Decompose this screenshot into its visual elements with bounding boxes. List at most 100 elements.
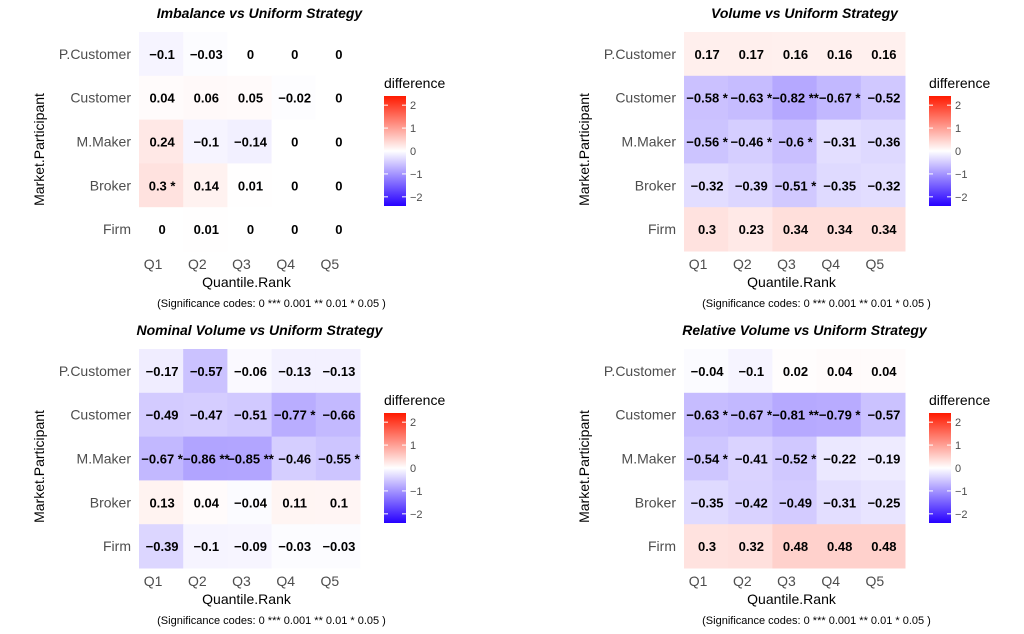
heatmap-cell [860, 207, 906, 252]
heatmap-cell [183, 392, 228, 438]
heatmap-cell [860, 75, 906, 121]
cell-label: 0 [335, 91, 342, 106]
cell-label: −0.42 [735, 495, 768, 510]
cell-label: −0.06 [234, 364, 267, 379]
x-tick-label: Q5 [866, 573, 885, 589]
y-tick-label: Customer [70, 407, 131, 423]
heatmap-cell [772, 480, 818, 525]
y-axis-label: Market.Participant [576, 410, 592, 523]
heatmap-cell [183, 480, 228, 525]
color-legend: difference 2 1 0 −1 −2 [929, 392, 990, 523]
heatmap-cell [315, 119, 361, 164]
legend-tick-label: 0 [410, 146, 416, 158]
cell-label: −0.67 * [141, 452, 184, 467]
heatmap-cell [315, 524, 361, 569]
heatmap-cell [227, 207, 273, 252]
heatmap-panel-2: Volume vs Uniform Strategy 0.17 0.17 0.16 0.… [576, 5, 990, 310]
heatmap-cell [816, 75, 862, 121]
heatmap-cell [684, 75, 729, 121]
legend-tick-label: −2 [410, 192, 423, 204]
cell-label: 0.06 [194, 91, 219, 106]
chart-title: Relative Volume vs Uniform Strategy [682, 322, 928, 338]
cell-label: 0.04 [827, 364, 853, 379]
legend-tick-label: −2 [955, 192, 968, 204]
cell-label: 0.16 [783, 47, 808, 62]
heatmap-cell [772, 163, 818, 208]
heatmap-cell [860, 436, 906, 481]
y-tick-label: Broker [90, 494, 132, 510]
y-tick-label: Customer [615, 407, 676, 423]
heatmap-cell [139, 75, 184, 121]
heatmap-panel-4: Relative Volume vs Uniform Strategy −0.04… [576, 322, 990, 627]
cell-label: −0.32 [691, 178, 724, 193]
heatmap-cell [227, 75, 273, 121]
cell-label: −0.85 ** [227, 452, 275, 467]
cell-label: −0.13 [322, 364, 355, 379]
chart-title: Volume vs Uniform Strategy [711, 5, 899, 21]
heatmap-cell [271, 163, 317, 208]
cell-label: −0.54 * [686, 452, 729, 467]
heatmap-cell [684, 349, 729, 394]
heatmap-cell [684, 436, 729, 481]
legend-tick-label: 0 [955, 463, 961, 475]
heatmap-cell [315, 32, 361, 77]
significance-caption: (Significance codes: 0 *** 0.001 ** 0.01… [157, 298, 386, 310]
cell-label: 0 [291, 178, 298, 193]
heatmap-cell [728, 524, 773, 569]
heatmap-cell [860, 32, 906, 77]
x-tick-label: Q3 [232, 573, 251, 589]
legend-tick-label: 2 [955, 417, 961, 429]
heatmap-cell [139, 207, 184, 252]
cell-label: 0.01 [238, 178, 263, 193]
heatmap-cell [684, 32, 729, 77]
heatmap-cell [315, 436, 361, 481]
cell-label: −0.52 * [775, 452, 818, 467]
heatmap-cell [860, 349, 906, 394]
x-tick-label: Q3 [232, 256, 251, 272]
heatmap-cell [684, 119, 729, 164]
legend-title: difference [384, 75, 445, 91]
heatmap-cell [315, 480, 361, 525]
y-tick-label: P.Customer [59, 363, 131, 379]
legend-title: difference [384, 392, 445, 408]
x-tick-label: Q2 [188, 573, 207, 589]
cell-label: 0.48 [871, 539, 896, 554]
heatmap-cell [139, 524, 184, 569]
heatmap-cell [816, 392, 862, 438]
significance-caption: (Significance codes: 0 *** 0.001 ** 0.01… [702, 298, 931, 310]
heatmap-cell [271, 349, 317, 394]
cell-label: −0.39 [735, 178, 768, 193]
heatmap-cell [772, 75, 818, 121]
cell-label: −0.04 [691, 364, 725, 379]
heatmap-cell [772, 119, 818, 164]
heatmap-cell [315, 392, 361, 438]
heatmap-cell [227, 119, 273, 164]
x-tick-label: Q4 [821, 573, 840, 589]
cell-label: 0.17 [739, 47, 764, 62]
cell-label: −0.1 [738, 364, 764, 379]
heatmap-cell [728, 207, 773, 252]
heatmap-cell [271, 119, 317, 164]
cell-label: −0.13 [278, 364, 311, 379]
heatmap-cell [684, 524, 729, 569]
cell-label: −0.31 [823, 135, 856, 150]
cell-label: 0.3 [698, 539, 716, 554]
cell-label: −0.55 * [318, 452, 361, 467]
x-tick-label: Q1 [689, 256, 708, 272]
heatmap-cell [728, 119, 773, 164]
heatmap-cell [728, 480, 773, 525]
heatmap-cell [227, 349, 273, 394]
heatmap-cell [271, 524, 317, 569]
y-tick-label: Firm [648, 538, 676, 554]
cell-label: −0.32 [867, 178, 900, 193]
legend-title: difference [929, 392, 990, 408]
cell-label: −0.02 [278, 91, 311, 106]
legend-colorbar [384, 413, 406, 523]
cell-label: −0.82 ** [772, 91, 820, 106]
chart-title: Nominal Volume vs Uniform Strategy [136, 322, 383, 338]
cell-label: 0.34 [871, 222, 897, 237]
cell-label: 0 [335, 222, 342, 237]
legend-tick-label: −1 [410, 486, 423, 498]
cell-label: −0.35 [823, 178, 856, 193]
